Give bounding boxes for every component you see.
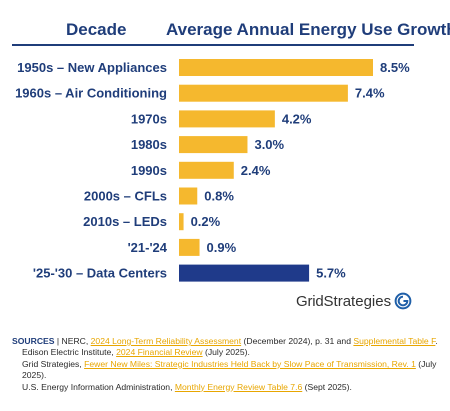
source-text: Grid Strategies, <box>22 358 85 369</box>
source-text: (July 2025). <box>22 358 437 381</box>
value-label: 0.9% <box>207 240 237 255</box>
bar <box>179 213 184 231</box>
logo-g-icon <box>394 292 412 310</box>
source-text: . <box>435 336 438 346</box>
bar <box>179 187 198 205</box>
link-monthly-energy-review[interactable]: Monthly Energy Review Table 7.6 <box>174 381 303 392</box>
source-line-nerc: SOURCES | NERC, 2024 Long-Term Reliabili… <box>12 336 440 347</box>
category-label: 1990s <box>131 163 167 178</box>
source-line-eei: Edison Electric Institute, 2024 Financia… <box>12 347 440 358</box>
bar <box>179 238 200 256</box>
logo-text-grid: Grid <box>296 292 324 310</box>
bar <box>179 136 248 154</box>
sources-block: SOURCES | NERC, 2024 Long-Term Reliabili… <box>12 336 440 393</box>
category-label: '25-'30 – Data Centers <box>33 266 167 281</box>
source-line-eia: U.S. Energy Information Administration, … <box>12 382 440 393</box>
bar <box>179 161 234 179</box>
value-label: 7.4% <box>355 86 385 101</box>
category-label: '21-'24 <box>128 240 168 255</box>
link-fewer-new-miles[interactable]: Fewer New Miles: Strategic Industries He… <box>84 358 416 369</box>
chart-header: Decade Average Annual Energy Use Growth <box>0 0 450 46</box>
bar <box>179 84 348 102</box>
value-label: 3.0% <box>254 137 284 152</box>
value-label: 0.8% <box>204 189 234 204</box>
value-label: 5.7% <box>316 266 346 281</box>
logo-text-strategies: Strategies <box>323 292 392 310</box>
column-header-growth: Average Annual Energy Use Growth <box>166 20 450 39</box>
category-label: 2010s – LEDs <box>83 214 167 229</box>
source-text: (December 2024), p. 31 and <box>241 336 354 346</box>
source-text: | NERC, <box>54 336 91 346</box>
bar-chart: 1950s – New Appliances 8.5% 1960s – Air Co… <box>15 59 410 282</box>
category-label: 1950s – New Appliances <box>17 60 167 75</box>
source-line-grid-strategies: Grid Strategies, Fewer New Miles: Strate… <box>12 359 440 382</box>
link-supplemental-table[interactable]: Supplemental Table F <box>353 336 436 346</box>
sources-label: SOURCES <box>12 336 55 346</box>
value-label: 8.5% <box>380 60 410 75</box>
link-nerc-ltra[interactable]: 2024 Long-Term Reliability Assessment <box>90 336 242 346</box>
value-label: 2.4% <box>241 163 271 178</box>
header-divider <box>12 44 414 46</box>
source-text: U.S. Energy Information Administration, <box>22 381 175 392</box>
category-label: 1970s <box>131 111 167 126</box>
category-label: 1980s <box>131 137 167 152</box>
source-text: (Sept 2025). <box>302 381 352 392</box>
link-financial-review[interactable]: 2024 Financial Review <box>116 347 203 358</box>
source-text: Edison Electric Institute, <box>22 347 117 358</box>
bar <box>179 110 275 128</box>
source-text: (July 2025). <box>202 347 250 358</box>
category-label: 2000s – CFLs <box>84 189 167 204</box>
value-label: 0.2% <box>191 214 221 229</box>
bar-highlight <box>179 264 310 282</box>
category-label: 1960s – Air Conditioning <box>15 86 167 101</box>
bar <box>179 59 373 76</box>
grid-strategies-logo: Grid Strategies <box>296 292 412 310</box>
column-header-decade: Decade <box>66 20 127 39</box>
value-label: 4.2% <box>282 111 312 126</box>
